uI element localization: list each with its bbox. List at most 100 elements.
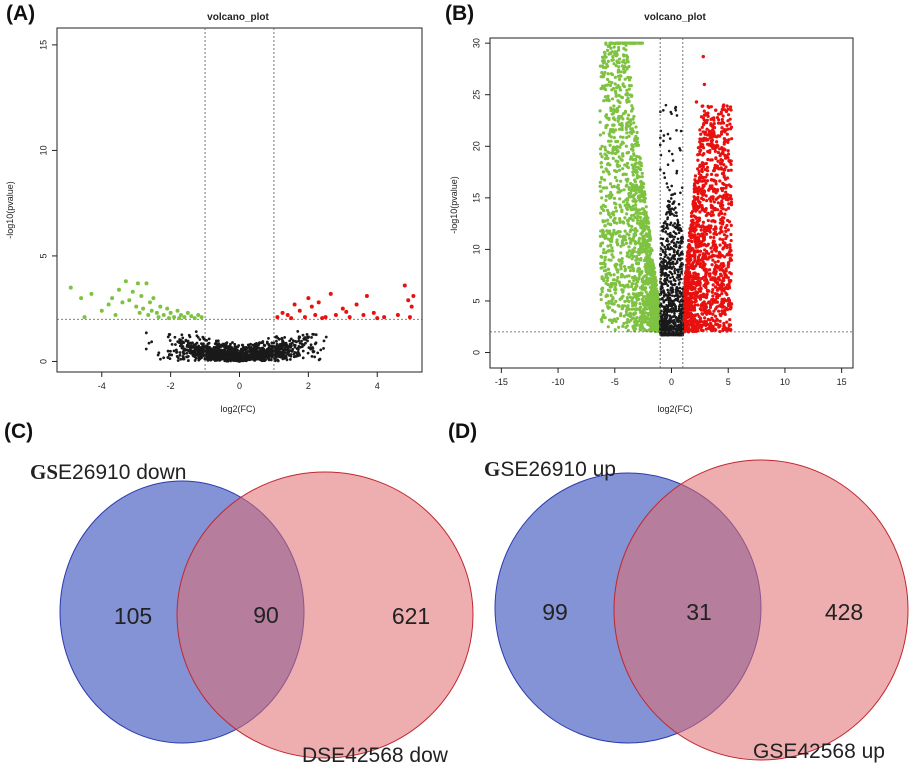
downregulated-point: [635, 174, 639, 178]
nonsignificant-point: [283, 346, 287, 350]
downregulated-point: [634, 134, 638, 138]
upregulated-point: [707, 289, 711, 293]
x-tick-label: 15: [837, 377, 847, 387]
upregulated-point: [725, 132, 729, 136]
downregulated-point: [612, 62, 616, 66]
upregulated-point: [718, 324, 722, 328]
downregulated-point: [639, 309, 643, 313]
upregulated-point: [711, 258, 715, 262]
downregulated-point: [609, 273, 613, 277]
upregulated-point: [721, 103, 726, 107]
nonsignificant-point: [267, 358, 271, 362]
downregulated-point: [610, 80, 614, 85]
upregulated-point: [714, 249, 718, 253]
nonsignificant-point: [306, 351, 310, 355]
nonsignificant-point: [311, 347, 315, 350]
nonsignificant-point: [157, 351, 161, 355]
upregulated-point: [697, 258, 701, 263]
upregulated-point: [292, 302, 297, 307]
downregulated-point: [599, 229, 603, 233]
upregulated-point: [712, 200, 716, 204]
downregulated-point: [600, 261, 605, 266]
downregulated-point: [89, 291, 94, 296]
downregulated-point: [616, 108, 620, 113]
downregulated-point: [633, 203, 638, 207]
upregulated-point: [722, 182, 726, 186]
downregulated-point: [634, 125, 638, 129]
downregulated-point: [627, 245, 631, 249]
upregulated-point: [686, 261, 691, 265]
downregulated-point: [599, 292, 603, 297]
upregulated-point: [728, 307, 732, 311]
upregulated-point: [694, 299, 698, 303]
downregulated-point: [614, 94, 618, 98]
downregulated-point: [606, 218, 610, 222]
downregulated-point: [609, 293, 613, 297]
downregulated-point: [649, 312, 654, 316]
x-tick-label: -15: [495, 377, 508, 387]
y-tick-label: 5: [38, 253, 48, 258]
upregulated-point: [402, 283, 407, 288]
downregulated-point: [630, 307, 634, 311]
downregulated-point: [606, 94, 610, 98]
upregulated-point: [701, 252, 705, 256]
upregulated-point: [697, 216, 702, 220]
downregulated-point: [134, 304, 139, 309]
downregulated-point: [607, 172, 611, 176]
nonsignificant-point: [213, 352, 217, 356]
downregulated-point: [634, 211, 638, 215]
nonsignificant-point: [201, 352, 205, 355]
y-axis-label: -log10(pvalue): [5, 181, 15, 239]
downregulated-point: [627, 134, 631, 138]
upregulated-point: [724, 229, 728, 233]
upregulated-point: [714, 277, 718, 282]
nonsignificant-point: [274, 339, 278, 343]
nonsignificant-point: [183, 347, 186, 351]
upregulated-point: [705, 127, 709, 131]
upregulated-point: [714, 246, 718, 250]
downregulated-point: [605, 294, 610, 298]
upregulated-point: [354, 302, 359, 307]
downregulated-point: [627, 279, 632, 284]
upregulated-point: [698, 240, 702, 244]
upregulated-point: [697, 185, 701, 189]
downregulated-point: [610, 50, 614, 54]
downregulated-point: [144, 281, 149, 286]
downregulated-point: [640, 207, 645, 211]
upregulated-point: [705, 199, 709, 203]
nonsignificant-point: [199, 342, 203, 346]
upregulated-point: [720, 117, 724, 122]
upregulated-point: [725, 320, 729, 324]
downregulated-point: [617, 65, 621, 69]
downregulated-point: [598, 211, 603, 215]
downregulated-point: [606, 222, 610, 226]
downregulated-point: [627, 292, 631, 296]
downregulated-point: [601, 309, 605, 313]
downregulated-point: [632, 121, 636, 125]
upregulated-point: [707, 252, 711, 256]
upregulated-point: [693, 236, 697, 240]
panel-label-a: (A): [6, 2, 36, 25]
volcano-plot-b: volcano_plot -log10(pvalue) log2(FC) -15…: [449, 12, 854, 414]
upregulated-point: [691, 248, 695, 252]
upregulated-point: [721, 265, 725, 269]
downregulated-point: [626, 117, 630, 121]
nonsignificant-point: [189, 345, 192, 349]
nonsignificant-point: [282, 349, 286, 353]
downregulated-point: [628, 269, 633, 273]
nonsignificant-point: [216, 348, 220, 352]
nonsignificant-point: [147, 341, 151, 345]
upregulated-point: [713, 149, 717, 153]
downregulated-point: [609, 318, 614, 323]
y-tick-label: 25: [471, 90, 481, 100]
downregulated-point: [625, 251, 629, 255]
upregulated-point: [688, 291, 692, 296]
downregulated-point: [613, 82, 617, 86]
nonsignificant-point: [324, 335, 328, 339]
downregulated-point: [623, 229, 627, 233]
downregulated-point: [603, 95, 607, 99]
downregulated-point: [628, 130, 632, 134]
nonsignificant-point: [289, 337, 293, 341]
nonsignificant-point: [204, 357, 208, 361]
upregulated-point: [320, 316, 325, 321]
